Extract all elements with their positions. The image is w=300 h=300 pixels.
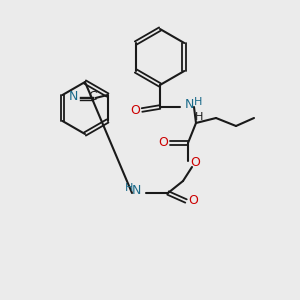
Text: H: H <box>124 183 133 193</box>
Text: N: N <box>132 184 141 196</box>
Text: H: H <box>195 112 203 122</box>
Text: C: C <box>88 89 97 103</box>
Text: O: O <box>158 136 168 148</box>
Text: N: N <box>185 98 194 110</box>
Text: O: O <box>188 194 198 208</box>
Text: O: O <box>190 157 200 169</box>
Text: O: O <box>130 103 140 116</box>
Text: N: N <box>69 89 78 103</box>
Text: H: H <box>194 97 202 107</box>
